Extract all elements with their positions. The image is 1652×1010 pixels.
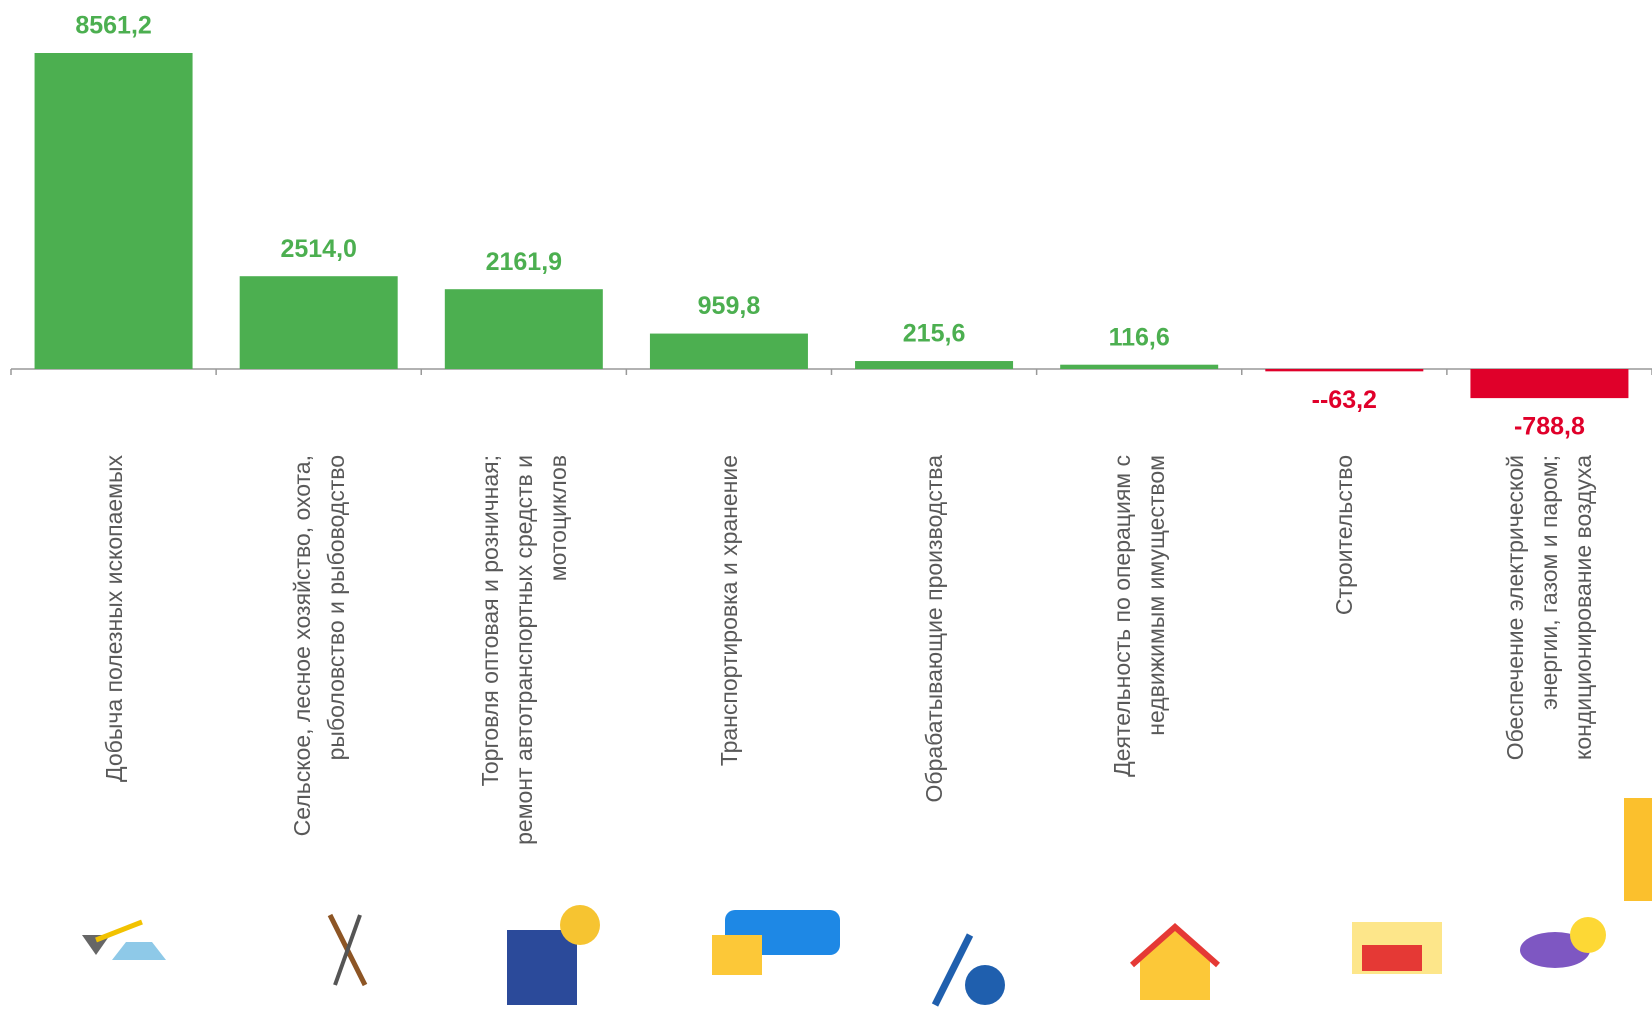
bar <box>1060 364 1219 369</box>
value-label: 8561,2 <box>75 12 151 40</box>
value-label: 116,6 <box>1109 323 1170 351</box>
icon-shovel <box>82 935 110 955</box>
value-label: -788,8 <box>1514 413 1585 441</box>
category-label: Транспортировка и хранение <box>715 455 742 767</box>
icon-bricks <box>1362 945 1422 971</box>
icon-hammer <box>931 933 974 1007</box>
category-label: Обеспечение электрической энергии, газом… <box>1502 455 1597 761</box>
bar <box>649 333 808 369</box>
icon-gear <box>965 965 1005 1005</box>
category-label: Сельское, лесное хозяйство, охота, рыбол… <box>288 455 349 837</box>
bar <box>1265 369 1424 372</box>
bar <box>855 361 1014 369</box>
icon-bulb <box>1570 917 1606 953</box>
category-label: Деятельность по операциям с недвижимым и… <box>1109 455 1170 777</box>
value-label: --63,2 <box>1312 386 1377 414</box>
bar <box>34 53 193 369</box>
value-label: 959,8 <box>698 292 761 320</box>
icon-coin <box>560 905 600 945</box>
icon-roof <box>1130 922 1220 968</box>
category-label: Обрабатывающие производства <box>921 455 948 803</box>
bar <box>444 289 603 369</box>
value-label: 2514,0 <box>280 235 356 263</box>
bar <box>1470 369 1629 399</box>
icons <box>82 798 1652 1007</box>
icon-rod2 <box>333 914 362 986</box>
icon-house <box>1140 930 1210 1000</box>
category-label: Добыча полезных ископаемых <box>100 455 127 782</box>
icon-diamond <box>112 942 166 960</box>
category-label: Торговля оптовая и розничная; ремонт авт… <box>476 455 571 845</box>
icon-shovel-handle <box>95 919 143 943</box>
icon-crate <box>712 935 762 975</box>
bar <box>239 276 398 369</box>
category-label: Строительство <box>1331 455 1358 616</box>
side-tab <box>1624 798 1652 901</box>
value-label: 215,6 <box>903 320 966 348</box>
icon-box <box>507 930 577 1005</box>
value-label: 2161,9 <box>486 248 562 276</box>
